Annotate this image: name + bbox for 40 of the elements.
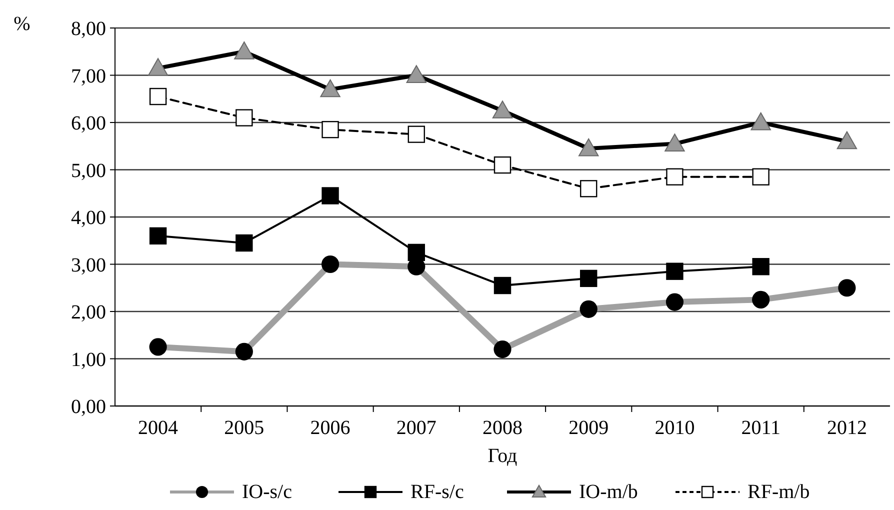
point bbox=[408, 244, 425, 262]
point bbox=[322, 187, 339, 204]
x-tick-label: 2007 bbox=[396, 417, 436, 439]
point bbox=[494, 156, 512, 174]
legend-label: IO-m/b bbox=[579, 481, 638, 503]
y-tick-label: 6,00 bbox=[71, 112, 106, 134]
y-tick-label: 7,00 bbox=[71, 65, 106, 88]
point bbox=[666, 262, 684, 280]
x-tick-label: 2011 bbox=[741, 417, 780, 439]
point bbox=[580, 270, 598, 288]
point bbox=[752, 258, 770, 276]
x-tick-label: 2004 bbox=[138, 417, 178, 439]
y-tick-label: 0,00 bbox=[71, 396, 106, 418]
x-tick-label: 2008 bbox=[482, 417, 522, 439]
point bbox=[236, 234, 253, 252]
legend-label: RF-s/c bbox=[410, 481, 464, 503]
x-tick-label: 2010 bbox=[654, 417, 695, 439]
point bbox=[494, 276, 512, 294]
point bbox=[752, 168, 770, 186]
x-tick-label: 2006 bbox=[310, 417, 350, 439]
point bbox=[236, 109, 253, 126]
y-tick-label: 8,00 bbox=[71, 18, 106, 40]
point bbox=[322, 120, 339, 138]
point bbox=[580, 180, 598, 198]
y-tick-label: 2,00 bbox=[71, 302, 106, 324]
y-tick-label: 4,00 bbox=[71, 207, 106, 229]
y-tick-label: 5,00 bbox=[71, 160, 106, 182]
legend-label: IO-s/c bbox=[242, 481, 292, 503]
point bbox=[149, 227, 167, 244]
legend-label: RF-m/b bbox=[748, 481, 810, 503]
x-tick-label: 2005 bbox=[224, 417, 264, 439]
x-tick-label: 2012 bbox=[826, 417, 867, 439]
point bbox=[149, 88, 167, 106]
y-tick-label: 3,00 bbox=[71, 254, 106, 276]
x-axis-title: Год bbox=[488, 445, 518, 467]
y-axis-title: % bbox=[14, 13, 30, 35]
y-tick-label: 1,00 bbox=[71, 348, 106, 371]
point bbox=[666, 168, 684, 186]
x-tick-label: 2009 bbox=[568, 417, 609, 439]
point bbox=[408, 126, 425, 143]
